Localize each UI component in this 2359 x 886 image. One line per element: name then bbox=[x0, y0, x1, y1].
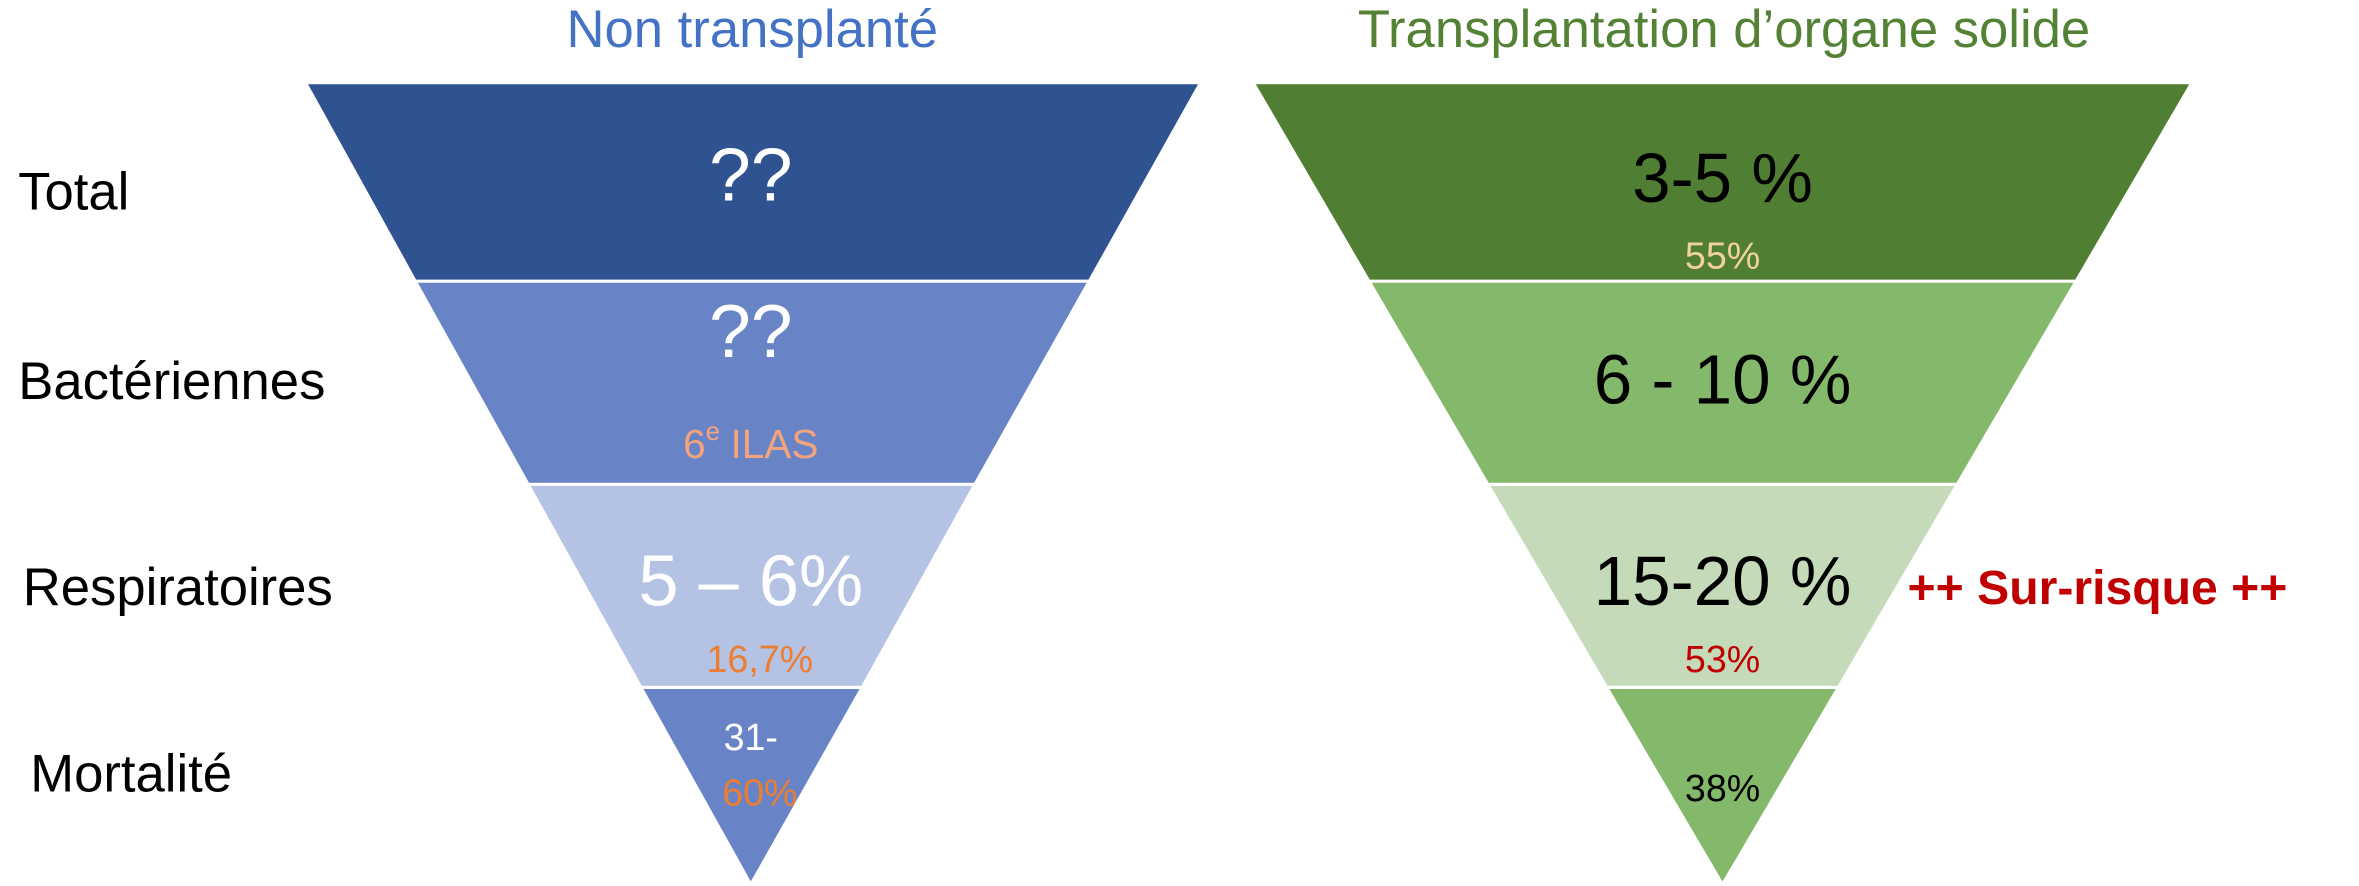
band-value: 31- bbox=[724, 716, 778, 758]
band-value: 3-5 % bbox=[1632, 139, 1813, 217]
right-band bbox=[1604, 685, 1841, 886]
row-label: Total bbox=[18, 162, 129, 221]
annotation: ++ Sur-risque ++ bbox=[1908, 561, 2288, 615]
band-value: 38% bbox=[1685, 767, 1760, 809]
band-value: 15-20 % bbox=[1594, 542, 1852, 620]
band-note: 6e ILAS bbox=[683, 418, 818, 467]
band-value: ?? bbox=[709, 289, 793, 373]
note-sup: e bbox=[706, 418, 720, 446]
note-base: 6 bbox=[683, 420, 706, 466]
row-label: Bactériennes bbox=[18, 352, 325, 411]
band-value: 5 – 6% bbox=[638, 542, 863, 622]
band-value: ?? bbox=[709, 132, 793, 216]
row-label: Respiratoires bbox=[23, 558, 333, 617]
band-note: 60% bbox=[722, 772, 797, 814]
left-title: Non transplanté bbox=[567, 0, 939, 59]
band-value: 6 - 10 % bbox=[1594, 340, 1852, 418]
note-rest: ILAS bbox=[730, 420, 818, 466]
right-title: Transplantation d’organe solide bbox=[1358, 0, 2090, 59]
band-note: 16,7% bbox=[707, 638, 814, 680]
band-note: 55% bbox=[1685, 235, 1760, 277]
band-note: 53% bbox=[1685, 638, 1760, 680]
row-label: Mortalité bbox=[30, 745, 232, 804]
left-band bbox=[638, 685, 865, 886]
